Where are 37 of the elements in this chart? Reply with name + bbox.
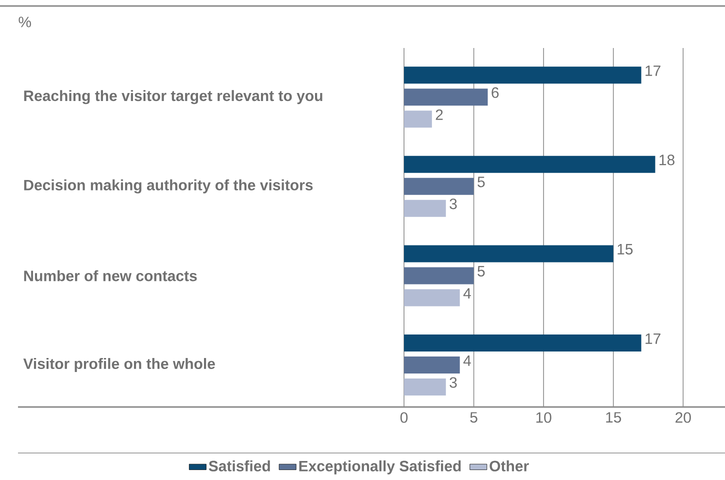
bar <box>404 66 642 84</box>
bar <box>404 356 460 374</box>
bar <box>404 334 642 352</box>
x-tick-label: 15 <box>606 412 622 423</box>
x-tick-label: 10 <box>536 412 552 423</box>
data-label: 5 <box>478 176 485 188</box>
legend-label: Other <box>490 460 529 472</box>
bar <box>404 245 614 262</box>
y-tick-label: Number of new contacts <box>24 270 197 282</box>
bar <box>404 378 446 396</box>
x-tick-label: 5 <box>470 412 478 423</box>
bar <box>404 156 656 173</box>
bar <box>404 289 460 306</box>
bar <box>404 178 474 195</box>
x-tick-label: 20 <box>676 412 691 423</box>
data-label: 4 <box>463 356 471 366</box>
y-tick-label: Visitor profile on the whole <box>23 358 215 372</box>
legend-label: Exceptionally Satisfied <box>299 460 461 474</box>
data-label: 5 <box>478 266 485 277</box>
bar <box>404 88 488 106</box>
legend-label: Satisfied <box>208 460 270 472</box>
text: % <box>18 16 32 28</box>
data-label: 17 <box>646 334 660 344</box>
data-label: 6 <box>492 87 499 98</box>
bar <box>404 110 432 128</box>
data-label: 18 <box>660 154 674 166</box>
data-label: 15 <box>618 244 633 255</box>
data-label: 3 <box>450 377 457 388</box>
data-label: 17 <box>646 66 660 76</box>
bar <box>404 200 446 217</box>
data-label: 4 <box>463 288 471 299</box>
y-tick-label: Reaching the visitor target relevant to you <box>24 90 322 104</box>
x-tick-label: 0 <box>400 412 408 423</box>
data-label: 2 <box>436 109 443 120</box>
y-tick-label: Decision making authority of the visitors <box>24 179 313 194</box>
data-label: 3 <box>450 198 457 210</box>
bar <box>404 267 474 284</box>
